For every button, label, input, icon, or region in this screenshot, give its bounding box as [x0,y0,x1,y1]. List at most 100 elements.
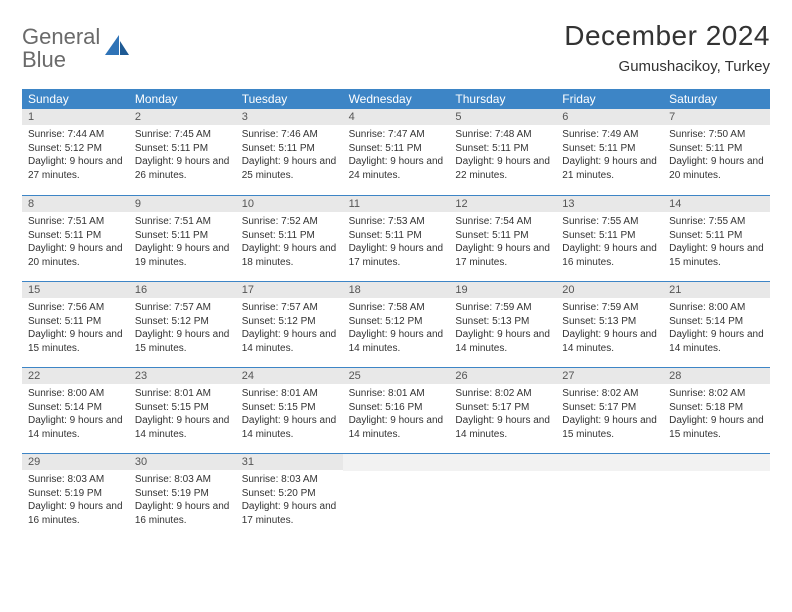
calendar-cell: 13Sunrise: 7:55 AMSunset: 5:11 PMDayligh… [556,195,663,281]
day-number [556,454,663,471]
sunset-line: Sunset: 5:12 PM [28,142,123,156]
sunrise-line: Sunrise: 7:44 AM [28,128,123,142]
daylight-line: Daylight: 9 hours and 15 minutes. [28,328,123,355]
daylight-line: Daylight: 9 hours and 14 minutes. [669,328,764,355]
day-details: Sunrise: 7:57 AMSunset: 5:12 PMDaylight:… [129,298,236,357]
day-details: Sunrise: 8:01 AMSunset: 5:15 PMDaylight:… [129,384,236,443]
day-details: Sunrise: 7:44 AMSunset: 5:12 PMDaylight:… [22,125,129,184]
sunrise-line: Sunrise: 8:01 AM [349,387,444,401]
day-details: Sunrise: 7:57 AMSunset: 5:12 PMDaylight:… [236,298,343,357]
calendar-cell [343,453,450,539]
sunset-line: Sunset: 5:18 PM [669,401,764,415]
sunrise-line: Sunrise: 7:57 AM [242,301,337,315]
weekday-header: Monday [129,89,236,109]
day-number: 9 [129,196,236,212]
daylight-line: Daylight: 9 hours and 27 minutes. [28,155,123,182]
sunrise-line: Sunrise: 8:01 AM [242,387,337,401]
sunset-line: Sunset: 5:15 PM [242,401,337,415]
calendar-cell: 16Sunrise: 7:57 AMSunset: 5:12 PMDayligh… [129,281,236,367]
sunset-line: Sunset: 5:11 PM [28,315,123,329]
sunset-line: Sunset: 5:11 PM [349,229,444,243]
sunset-line: Sunset: 5:11 PM [669,142,764,156]
day-number: 15 [22,282,129,298]
sunrise-line: Sunrise: 7:55 AM [562,215,657,229]
calendar-cell: 10Sunrise: 7:52 AMSunset: 5:11 PMDayligh… [236,195,343,281]
sunrise-line: Sunrise: 7:59 AM [562,301,657,315]
sunrise-line: Sunrise: 7:47 AM [349,128,444,142]
sunset-line: Sunset: 5:17 PM [562,401,657,415]
day-details: Sunrise: 7:56 AMSunset: 5:11 PMDaylight:… [22,298,129,357]
day-number: 21 [663,282,770,298]
day-number: 12 [449,196,556,212]
calendar: Sunday Monday Tuesday Wednesday Thursday… [22,89,770,539]
logo-word-blue: Blue [22,47,66,72]
day-number [343,454,450,471]
title-block: December 2024 Gumushacikoy, Turkey [564,20,770,75]
day-details: Sunrise: 7:48 AMSunset: 5:11 PMDaylight:… [449,125,556,184]
calendar-grid: 1Sunrise: 7:44 AMSunset: 5:12 PMDaylight… [22,109,770,539]
weekday-header-row: Sunday Monday Tuesday Wednesday Thursday… [22,89,770,109]
calendar-cell: 29Sunrise: 8:03 AMSunset: 5:19 PMDayligh… [22,453,129,539]
calendar-cell: 7Sunrise: 7:50 AMSunset: 5:11 PMDaylight… [663,109,770,195]
day-details: Sunrise: 7:59 AMSunset: 5:13 PMDaylight:… [556,298,663,357]
calendar-cell: 2Sunrise: 7:45 AMSunset: 5:11 PMDaylight… [129,109,236,195]
day-details: Sunrise: 8:02 AMSunset: 5:17 PMDaylight:… [556,384,663,443]
sunrise-line: Sunrise: 7:57 AM [135,301,230,315]
sunset-line: Sunset: 5:11 PM [135,229,230,243]
sunrise-line: Sunrise: 7:45 AM [135,128,230,142]
sunrise-line: Sunrise: 7:50 AM [669,128,764,142]
day-number: 29 [22,454,129,470]
calendar-cell: 9Sunrise: 7:51 AMSunset: 5:11 PMDaylight… [129,195,236,281]
sunrise-line: Sunrise: 8:02 AM [455,387,550,401]
calendar-cell: 1Sunrise: 7:44 AMSunset: 5:12 PMDaylight… [22,109,129,195]
day-details: Sunrise: 8:01 AMSunset: 5:15 PMDaylight:… [236,384,343,443]
sunrise-line: Sunrise: 8:02 AM [562,387,657,401]
sunrise-line: Sunrise: 8:03 AM [28,473,123,487]
day-number: 2 [129,109,236,125]
daylight-line: Daylight: 9 hours and 17 minutes. [455,242,550,269]
day-number: 4 [343,109,450,125]
day-details: Sunrise: 7:51 AMSunset: 5:11 PMDaylight:… [129,212,236,271]
day-details: Sunrise: 8:01 AMSunset: 5:16 PMDaylight:… [343,384,450,443]
calendar-cell: 6Sunrise: 7:49 AMSunset: 5:11 PMDaylight… [556,109,663,195]
day-details: Sunrise: 8:03 AMSunset: 5:20 PMDaylight:… [236,470,343,529]
day-number: 6 [556,109,663,125]
day-number: 20 [556,282,663,298]
sunset-line: Sunset: 5:19 PM [28,487,123,501]
day-number: 28 [663,368,770,384]
weekday-header: Tuesday [236,89,343,109]
daylight-line: Daylight: 9 hours and 20 minutes. [669,155,764,182]
day-details [343,471,450,476]
daylight-line: Daylight: 9 hours and 20 minutes. [28,242,123,269]
sunrise-line: Sunrise: 8:00 AM [28,387,123,401]
month-title: December 2024 [564,20,770,52]
sunrise-line: Sunrise: 7:51 AM [135,215,230,229]
day-details: Sunrise: 7:50 AMSunset: 5:11 PMDaylight:… [663,125,770,184]
sunset-line: Sunset: 5:19 PM [135,487,230,501]
sunset-line: Sunset: 5:11 PM [135,142,230,156]
day-details [556,471,663,476]
sunset-line: Sunset: 5:11 PM [562,142,657,156]
sunset-line: Sunset: 5:20 PM [242,487,337,501]
weekday-header: Sunday [22,89,129,109]
day-details: Sunrise: 7:49 AMSunset: 5:11 PMDaylight:… [556,125,663,184]
calendar-cell: 23Sunrise: 8:01 AMSunset: 5:15 PMDayligh… [129,367,236,453]
daylight-line: Daylight: 9 hours and 15 minutes. [669,414,764,441]
calendar-cell: 24Sunrise: 8:01 AMSunset: 5:15 PMDayligh… [236,367,343,453]
daylight-line: Daylight: 9 hours and 25 minutes. [242,155,337,182]
day-details: Sunrise: 7:45 AMSunset: 5:11 PMDaylight:… [129,125,236,184]
sunrise-line: Sunrise: 8:01 AM [135,387,230,401]
day-details: Sunrise: 7:59 AMSunset: 5:13 PMDaylight:… [449,298,556,357]
daylight-line: Daylight: 9 hours and 16 minutes. [135,500,230,527]
sunrise-line: Sunrise: 7:52 AM [242,215,337,229]
day-number: 23 [129,368,236,384]
sunrise-line: Sunrise: 8:02 AM [669,387,764,401]
calendar-cell: 30Sunrise: 8:03 AMSunset: 5:19 PMDayligh… [129,453,236,539]
location: Gumushacikoy, Turkey [564,58,770,75]
sunset-line: Sunset: 5:11 PM [455,142,550,156]
day-number: 25 [343,368,450,384]
header: General Blue December 2024 Gumushacikoy,… [22,20,770,75]
sunrise-line: Sunrise: 7:49 AM [562,128,657,142]
calendar-cell: 17Sunrise: 7:57 AMSunset: 5:12 PMDayligh… [236,281,343,367]
sunrise-line: Sunrise: 7:48 AM [455,128,550,142]
